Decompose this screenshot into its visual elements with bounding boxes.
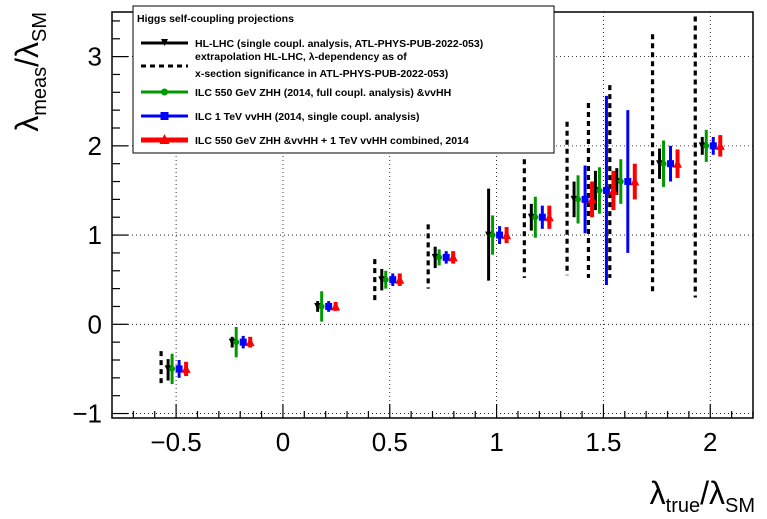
point-ilc-1tev — [538, 213, 546, 221]
point-ilc-1tev — [239, 338, 247, 346]
x-tick-label: 0.5 — [372, 427, 408, 457]
legend-entry-extrapolation: extrapolation HL-LHC, λ-dependency as of… — [141, 51, 448, 80]
point-ilc-combined — [331, 301, 341, 311]
legend-entry-ilc-combined: ILC 550 GeV ZHH &vvHH + 1 TeV vvHH combi… — [141, 134, 469, 147]
x-tick-labels: −0.5 0 0.5 1 1.5 2 — [150, 427, 717, 457]
point-ilc-1tev — [602, 186, 610, 194]
series-ilc-1tev — [175, 95, 717, 378]
legend-label-extrapolation-line2: x-section significance in ATL-PHYS-PUB-2… — [195, 68, 448, 80]
x-axis-title: λtrue/λSM — [650, 475, 755, 517]
point-ilc-550 — [596, 187, 603, 194]
y-tick-labels: −1 0 1 2 3 — [72, 42, 102, 429]
point-ilc-combined — [715, 140, 725, 150]
series-extrapolation — [159, 16, 697, 385]
y-tick-label: 3 — [88, 42, 102, 72]
legend-label-ilc-550: ILC 550 GeV ZHH (2014, full coupl. analy… — [195, 87, 451, 99]
legend-title: Higgs self-coupling projections — [137, 13, 294, 25]
y-tick-label: 0 — [88, 309, 102, 339]
legend-entry-ilc-1tev: ILC 1 TeV vvHH (2014, single coupl. anal… — [141, 111, 419, 123]
point-ilc-1tev — [175, 365, 183, 373]
y-axis-subscript-2: SM — [29, 12, 51, 42]
point-ilc-1tev — [389, 276, 397, 284]
point-ilc-combined — [245, 337, 255, 347]
legend: Higgs self-coupling projections HL-LHC (… — [132, 5, 555, 154]
legend-marker-ilc-1tev — [160, 112, 169, 120]
legend-box — [132, 5, 555, 154]
point-ilc-1tev — [325, 302, 333, 310]
y-axis-title: λmeas/λSM — [9, 12, 51, 132]
point-ilc-550 — [703, 142, 710, 149]
x-axis-separator: /λ — [700, 475, 725, 511]
point-ilc-550 — [617, 178, 624, 185]
legend-entry-ilc-550: ILC 550 GeV ZHH (2014, full coupl. analy… — [141, 87, 451, 99]
point-ilc-combined — [395, 274, 405, 284]
x-axis-subscript-2: SM — [725, 495, 755, 517]
x-tick-label: 0 — [276, 427, 290, 457]
x-tick-label: 1 — [489, 427, 503, 457]
x-tick-label: 1.5 — [585, 427, 621, 457]
point-ilc-1tev — [496, 231, 504, 239]
point-ilc-550 — [436, 254, 443, 261]
y-tick-label: 2 — [88, 131, 102, 161]
legend-label-extrapolation-line1: extrapolation HL-LHC, λ-dependency as of — [195, 51, 407, 63]
y-axis-separator: /λ — [9, 42, 45, 67]
series-layer — [159, 16, 725, 385]
point-ilc-550 — [489, 232, 496, 239]
y-axis-symbol: λ — [9, 116, 45, 132]
legend-entry-hl-lhc: HL-LHC (single coupl. analysis, ATL-PHYS… — [141, 38, 483, 50]
point-ilc-combined — [502, 230, 512, 240]
legend-marker-ilc-combined — [159, 134, 170, 144]
point-ilc-550 — [233, 339, 240, 346]
point-ilc-combined — [448, 252, 458, 262]
series-ilc-550 — [169, 129, 710, 385]
point-ilc-combined — [181, 363, 191, 373]
legend-label-ilc-combined: ILC 550 GeV ZHH &vvHH + 1 TeV vvHH combi… — [195, 135, 469, 147]
point-ilc-combined — [630, 176, 640, 186]
y-axis-subscript: meas — [29, 67, 51, 116]
axis-ticks — [111, 20, 754, 418]
point-ilc-550 — [575, 196, 582, 203]
point-ilc-1tev — [442, 253, 450, 261]
point-ilc-550 — [532, 214, 539, 221]
point-ilc-550 — [382, 276, 389, 283]
point-ilc-550 — [660, 160, 667, 167]
point-ilc-combined — [608, 185, 618, 195]
legend-label-ilc-1tev: ILC 1 TeV vvHH (2014, single coupl. anal… — [195, 111, 419, 123]
x-axis-subscript: true — [666, 495, 700, 517]
y-tick-label: 1 — [88, 220, 102, 250]
point-ilc-combined — [673, 158, 683, 168]
point-ilc-550 — [318, 303, 325, 310]
legend-marker-hl-lhc — [161, 39, 168, 46]
point-ilc-combined — [544, 212, 554, 222]
x-tick-label: 2 — [703, 427, 717, 457]
point-ilc-550 — [169, 365, 176, 372]
x-tick-label: −0.5 — [150, 427, 201, 457]
point-ilc-1tev — [667, 160, 675, 168]
legend-marker-ilc-550 — [161, 88, 168, 96]
y-tick-label: −1 — [72, 399, 102, 429]
point-ilc-1tev — [709, 142, 717, 150]
point-ilc-1tev — [624, 178, 632, 186]
series-ilc-combined — [181, 135, 725, 377]
x-axis-symbol: λ — [650, 475, 666, 511]
point-ilc-combined — [587, 194, 597, 204]
point-ilc-1tev — [581, 195, 589, 203]
legend-label-hl-lhc: HL-LHC (single coupl. analysis, ATL-PHYS… — [195, 38, 483, 50]
